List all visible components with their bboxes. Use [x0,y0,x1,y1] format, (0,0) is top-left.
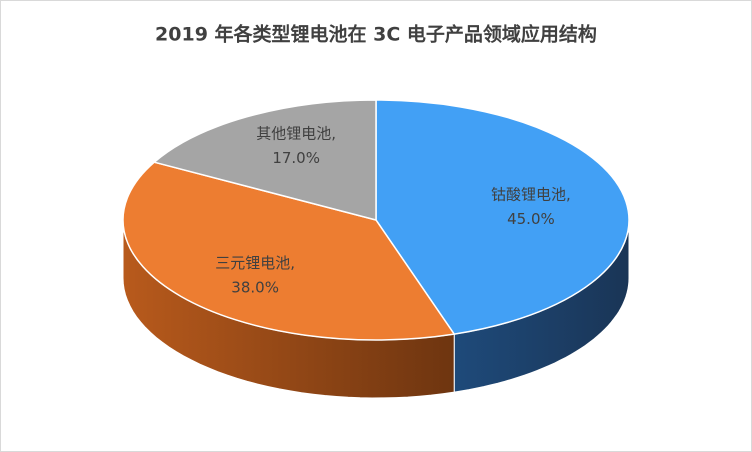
label-separator: , [290,254,295,272]
slice [122,161,456,341]
label-separator: , [566,185,571,203]
label-category: 三元锂电池 [215,254,290,272]
value-label: 45.0% [507,210,555,228]
label-separator: , [331,124,336,142]
data-label: 钴酸锂电池, [491,185,571,203]
label-category: 钴酸锂电池 [491,185,566,203]
slice [375,99,630,335]
value-label: 17.0% [272,149,320,167]
chart-title: 2019 年各类型锂电池在 3C 电子产品领域应用结构 [155,23,597,46]
label-category: 其他锂电池 [256,124,331,142]
value-label: 38.0% [231,279,279,297]
data-label: 其他锂电池, [256,124,336,142]
slice [152,99,377,221]
data-label: 三元锂电池, [215,254,295,272]
